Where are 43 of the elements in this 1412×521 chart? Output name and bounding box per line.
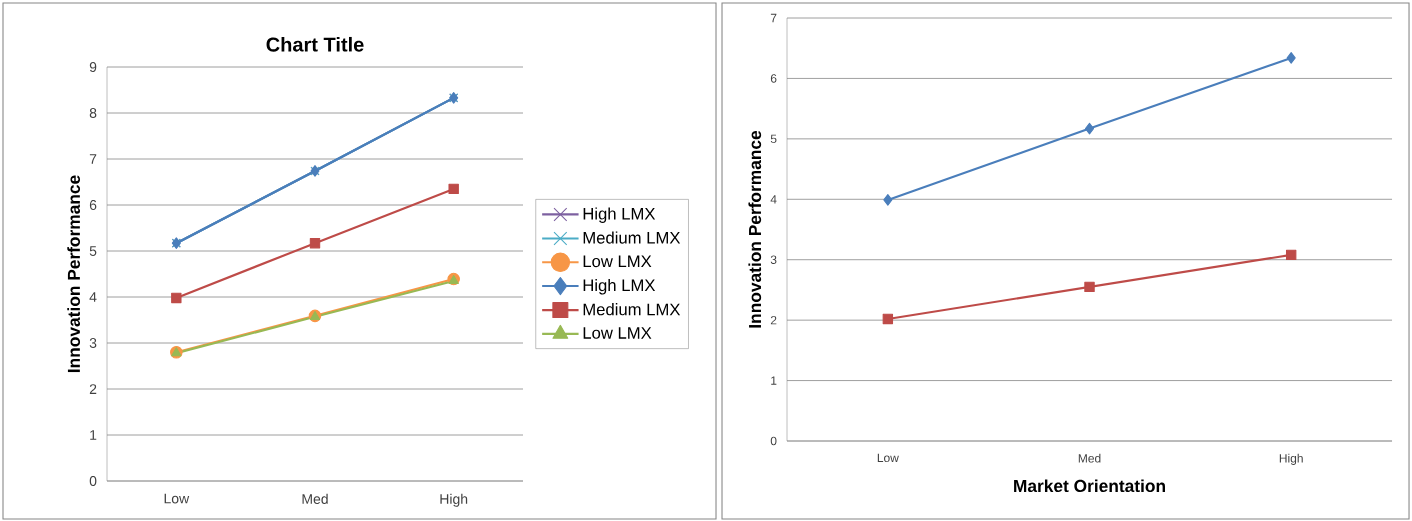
- y-tick-label: 2: [89, 384, 97, 394]
- x-tick-label: High: [1279, 453, 1303, 465]
- y-tick-label: 7: [770, 13, 777, 23]
- point: [448, 183, 459, 195]
- y-tick-label: 3: [770, 255, 777, 264]
- point: [882, 313, 894, 325]
- point: [883, 194, 893, 206]
- y-axis-title: Innovation Performance: [748, 130, 762, 328]
- x-tick-label: Med: [302, 493, 328, 504]
- point: [1084, 122, 1095, 135]
- chart-title: Chart Title: [266, 36, 364, 52]
- y-tick-label: 9: [89, 62, 97, 72]
- legend-label: Medium LMX: [583, 303, 681, 316]
- legend-label: Low LMX: [583, 255, 652, 268]
- y-tick-label: 0: [89, 476, 97, 486]
- y-tick-label: 1: [771, 376, 777, 385]
- y-tick-label: 6: [770, 74, 777, 83]
- y-tick-label: 1: [90, 430, 97, 440]
- y-tick-label: 6: [89, 200, 97, 210]
- legend-label: High LMX: [583, 279, 656, 295]
- x-tick-label: Low: [164, 493, 190, 504]
- x-tick-label: Low: [877, 453, 899, 463]
- x-tick-label: Med: [1078, 453, 1101, 463]
- y-tick-label: 5: [770, 134, 777, 144]
- y-tick-label: 2: [770, 315, 777, 325]
- legend-label: High LMX: [583, 207, 656, 223]
- point: [171, 292, 182, 304]
- point: [1286, 52, 1296, 64]
- y-tick-label: 7: [89, 154, 97, 164]
- y-tick-label: 0: [770, 436, 777, 446]
- y-tick-label: 4: [89, 292, 97, 302]
- x-tick-label: High: [440, 493, 468, 507]
- y-tick-label: 3: [89, 338, 97, 348]
- point: [1285, 249, 1297, 261]
- legend-label: Low LMX: [583, 327, 652, 339]
- point: [309, 237, 321, 249]
- y-axis-title: Innovation Performance: [67, 175, 81, 373]
- point: [1084, 281, 1095, 293]
- y-tick-label: 8: [89, 108, 97, 118]
- y-tick-label: 4: [770, 195, 777, 204]
- y-tick-label: 5: [89, 246, 97, 256]
- x-axis-title: Market Orientation: [1014, 479, 1165, 493]
- legend-label: Medium LMX: [583, 231, 681, 244]
